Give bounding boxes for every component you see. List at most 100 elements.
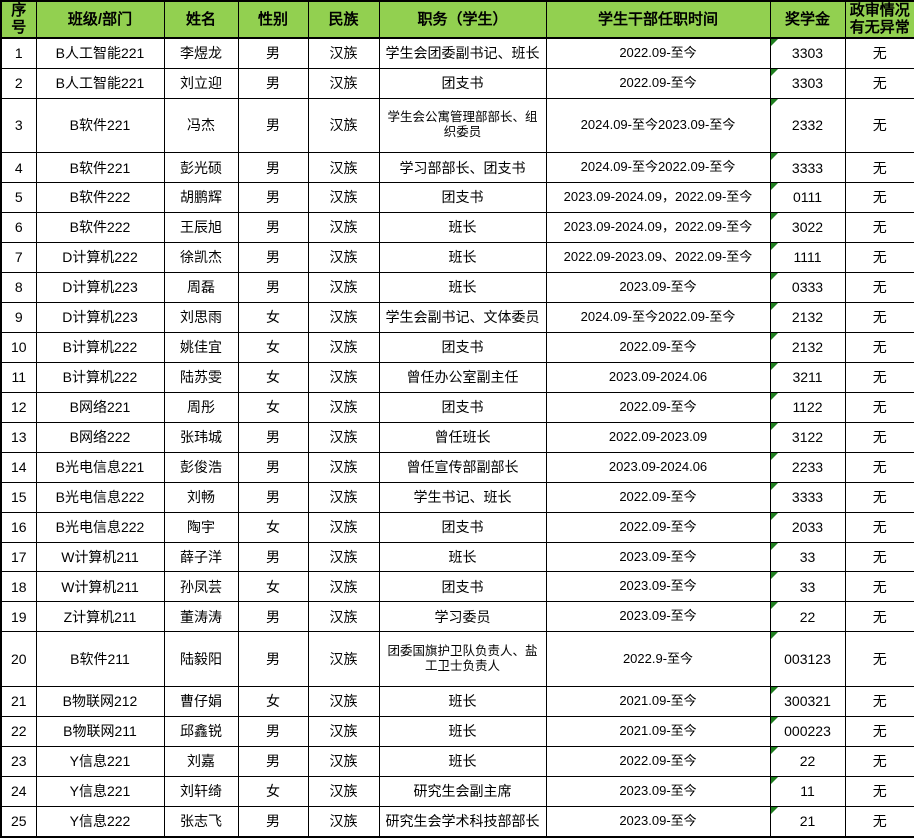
cell-text: Y信息222 <box>69 813 131 830</box>
cell-text: 汉族 <box>329 189 358 206</box>
cell-text: B软件222 <box>69 189 131 206</box>
cell-text: 2022.09-至今 <box>619 44 697 60</box>
number-stored-as-text-indicator-icon <box>771 99 778 106</box>
cell-name: 张志飞 <box>163 805 239 838</box>
cell-text: 无 <box>872 219 887 236</box>
cell-review: 无 <box>844 631 914 687</box>
cell-tenure: 2023.09-2024.09，2022.09-至今 <box>545 182 771 214</box>
cell-text: B软件221 <box>69 159 131 176</box>
cell-text: 11 <box>11 369 27 386</box>
cell-text: 无 <box>872 489 887 506</box>
cell-no: 24 <box>0 775 37 807</box>
cell-text: 汉族 <box>329 650 358 667</box>
table-row: 23 Y信息221 刘嘉 男 汉族 班长 2022.09-至今 22 无 <box>0 745 914 777</box>
cell-name: 刘轩绮 <box>163 775 239 807</box>
cell-ethnicity: 汉族 <box>307 631 380 687</box>
cell-position: 团支书 <box>378 391 547 423</box>
cell-text: 男 <box>266 608 280 625</box>
cell-text: 2022.09-至今 <box>619 752 697 768</box>
cell-review: 无 <box>844 212 914 243</box>
cell-scholarship: 33 <box>769 571 846 603</box>
cell-text: 5 <box>14 189 23 206</box>
cell-text: 汉族 <box>329 75 358 92</box>
table-row: 6 B软件222 王辰旭 男 汉族 班长 2023.09-2024.09，2022.09-至… <box>0 212 914 243</box>
cell-position: 团支书 <box>378 331 547 363</box>
cell-scholarship: 003123 <box>769 631 846 687</box>
number-stored-as-text-indicator-icon <box>771 69 778 76</box>
cell-ethnicity: 汉族 <box>307 391 380 423</box>
cell-tenure: 2022.9-至今 <box>545 631 771 687</box>
table-row: 17 W计算机211 薛子洋 男 汉族 班长 2023.09-至今 33 无 <box>0 541 914 573</box>
cell-position: 学习委员 <box>378 601 547 633</box>
cell-name: 彭光硕 <box>163 152 239 184</box>
cell-text: 3 <box>14 117 23 134</box>
cell-text: 无 <box>872 548 887 565</box>
cell-class-dept: W计算机211 <box>35 571 165 603</box>
cell-text: 2023.09-至今 <box>619 578 697 594</box>
cell-text: 无 <box>872 429 887 446</box>
header-serial-number: 序号 <box>0 0 37 39</box>
table-row: 21 B物联网212 曹仔娟 女 汉族 班长 2021.09-至今 300321 无 <box>0 685 914 717</box>
cell-review: 无 <box>844 97 914 154</box>
cell-text: 班长 <box>448 753 477 770</box>
cell-review: 无 <box>844 511 914 543</box>
header-class-department: 班级/部门 <box>35 0 165 39</box>
table-row: 22 B物联网211 邱鑫锐 男 汉族 班长 2021.09-至今 000223 无 <box>0 715 914 747</box>
cell-no: 14 <box>0 451 37 483</box>
cell-text: 刘立迎 <box>180 75 222 92</box>
cell-text: 男 <box>266 117 280 134</box>
cell-text: 学习部部长、团支书 <box>399 159 526 176</box>
table-row: 9 D计算机223 刘思雨 女 汉族 学生会副书记、文体委员 2024.09-至今2022.… <box>0 301 914 333</box>
cell-text: B网络221 <box>69 399 131 416</box>
table-row: 2 B人工智能221 刘立迎 男 汉族 团支书 2022.09-至今 3303 无 <box>0 67 914 99</box>
cell-text: 汉族 <box>329 548 358 565</box>
table-row: 5 B软件222 胡鹏辉 男 汉族 团支书 2023.09-2024.09，2022.09-… <box>0 182 914 214</box>
cell-text: 学生会团委副书记、班长 <box>385 45 540 62</box>
number-stored-as-text-indicator-icon <box>771 363 778 370</box>
cell-text: B计算机222 <box>62 369 138 386</box>
cell-scholarship: 2332 <box>769 97 846 154</box>
table-row: 24 Y信息221 刘轩绮 女 汉族 研究生会副主席 2023.09-至今 11 无 <box>0 775 914 807</box>
cell-gender: 女 <box>237 331 309 363</box>
cell-name: 邱鑫锐 <box>163 715 239 747</box>
cell-text: 16 <box>10 518 27 535</box>
cell-position: 学习部部长、团支书 <box>378 152 547 184</box>
cell-name: 刘立迎 <box>163 67 239 99</box>
number-stored-as-text-indicator-icon <box>771 183 778 191</box>
cell-ethnicity: 汉族 <box>307 421 380 453</box>
cell-text: 2023.09-至今 <box>619 548 697 564</box>
number-stored-as-text-indicator-icon <box>771 687 778 694</box>
cell-review: 无 <box>844 182 914 214</box>
header-position: 职务（学生） <box>378 0 547 39</box>
cell-class-dept: Z计算机211 <box>35 601 165 633</box>
cell-text: 无 <box>872 608 887 625</box>
cell-scholarship: 1111 <box>769 241 846 273</box>
cell-gender: 男 <box>237 152 309 184</box>
cell-text: 女 <box>266 369 280 386</box>
number-stored-as-text-indicator-icon <box>771 632 778 640</box>
cell-ethnicity: 汉族 <box>307 37 380 69</box>
cell-text: 无 <box>872 189 887 206</box>
cell-text: Y信息221 <box>69 753 131 770</box>
table-row: 16 B光电信息222 陶宇 女 汉族 团支书 2022.09-至今 2033 无 <box>0 511 914 543</box>
cell-gender: 女 <box>237 511 309 543</box>
cell-class-dept: Y信息221 <box>35 745 165 777</box>
cell-text: 邱鑫锐 <box>180 723 222 740</box>
cell-text: 11 <box>800 782 815 799</box>
cell-text: 000223 <box>784 723 831 740</box>
cell-text: 汉族 <box>329 813 358 830</box>
cell-text: 无 <box>872 459 887 476</box>
cell-review: 无 <box>844 775 914 807</box>
cell-no: 2 <box>0 67 37 99</box>
cell-scholarship: 0111 <box>769 182 846 214</box>
cell-tenure: 2023.09-2024.06 <box>545 361 771 393</box>
cell-review: 无 <box>844 361 914 393</box>
cell-scholarship: 0333 <box>769 271 846 303</box>
cell-class-dept: B光电信息221 <box>35 451 165 483</box>
cell-scholarship: 3303 <box>769 67 846 99</box>
cell-text: 班长 <box>448 723 477 740</box>
cell-text: D计算机223 <box>62 279 138 296</box>
cell-no: 20 <box>0 631 37 687</box>
cell-text: 男 <box>266 813 280 830</box>
cell-text: 男 <box>266 459 280 476</box>
